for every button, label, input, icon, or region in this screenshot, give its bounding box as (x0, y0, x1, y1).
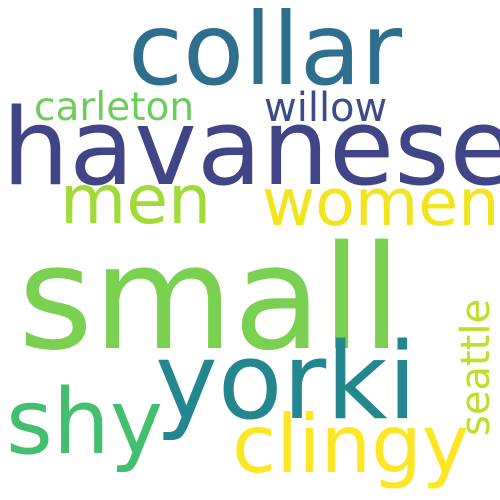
word-willow: willow (264, 85, 388, 131)
word-havanese: havanese (2, 86, 500, 209)
word-clingy: clingy (232, 398, 470, 491)
word-seattle: seattle (453, 298, 499, 436)
word-women: women (262, 166, 500, 241)
word-yorki: yorki (155, 320, 417, 443)
word-small: small (18, 214, 402, 382)
word-collar: collar (128, 0, 403, 108)
word-men: men (60, 161, 212, 240)
word-shy: shy (6, 370, 164, 475)
word-carleton: carleton (34, 85, 195, 130)
